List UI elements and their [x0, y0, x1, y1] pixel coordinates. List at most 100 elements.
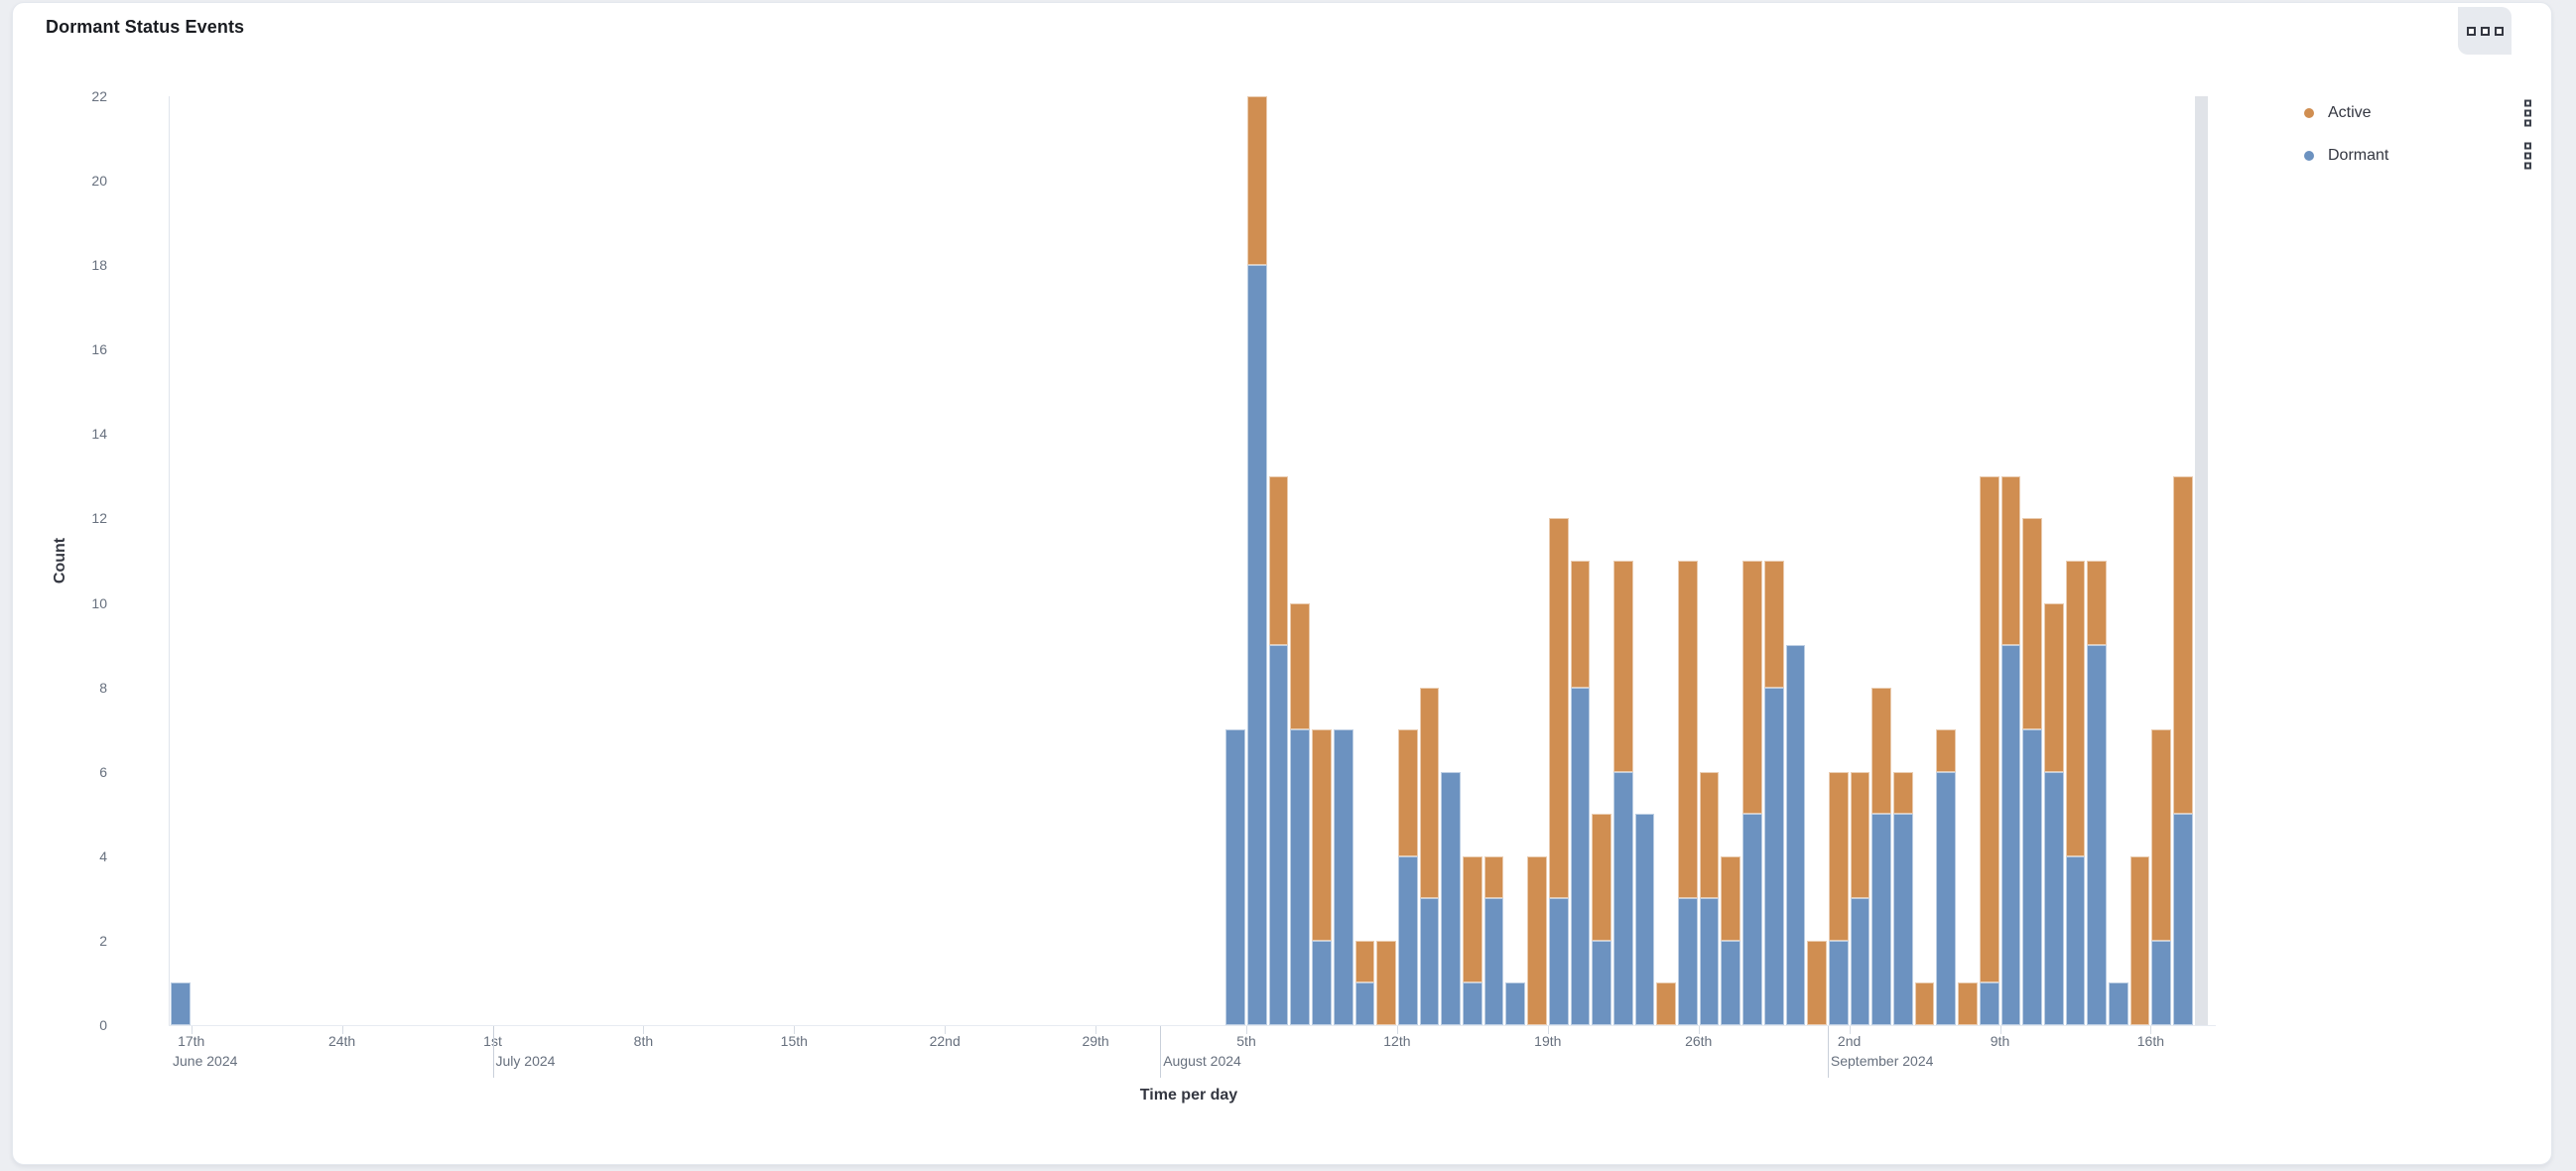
bar-segment-active[interactable]: [1828, 771, 1849, 941]
bar-segment-dormant[interactable]: [1678, 898, 1698, 1025]
x-tick-label: 16th: [2136, 1033, 2165, 1049]
bar-segment-dormant[interactable]: [1828, 940, 1849, 1025]
bar-segment-active[interactable]: [1483, 855, 1504, 899]
bar-segment-active[interactable]: [1979, 475, 1999, 983]
bar-segment-dormant[interactable]: [1548, 898, 1569, 1025]
bar-segment-dormant[interactable]: [1936, 771, 1957, 1025]
bar-segment-active[interactable]: [1612, 560, 1633, 772]
bar-segment-dormant[interactable]: [171, 982, 191, 1025]
legend-item-actions-button[interactable]: [2522, 98, 2533, 129]
bar-segment-dormant[interactable]: [1979, 982, 1999, 1025]
bar-segment-dormant[interactable]: [1268, 645, 1289, 1025]
bar-segment-dormant[interactable]: [2173, 814, 2193, 1025]
bar-segment-dormant[interactable]: [2087, 645, 2108, 1025]
y-tick-label: 12: [91, 510, 107, 527]
y-tick-label: 18: [91, 257, 107, 274]
bar-segment-dormant[interactable]: [1592, 940, 1611, 1025]
bar-segment-active[interactable]: [1247, 95, 1267, 266]
bar-segment-active[interactable]: [1312, 729, 1332, 941]
bar-segment-active[interactable]: [1699, 771, 1720, 899]
bar-segment-dormant[interactable]: [2065, 855, 2086, 1025]
bar-segment-active[interactable]: [1742, 560, 1762, 815]
bar-segment-dormant[interactable]: [1785, 645, 1806, 1025]
legend-item-actions-button[interactable]: [2522, 141, 2533, 172]
bar-segment-active[interactable]: [2065, 560, 2086, 856]
bar-segment-active[interactable]: [1354, 940, 1375, 983]
bar-segment-active[interactable]: [1527, 855, 1547, 1025]
x-tick-mark: [191, 1026, 193, 1034]
bar-segment-active[interactable]: [1548, 518, 1569, 899]
bar-segment-active[interactable]: [1268, 475, 1289, 646]
bar-segment-dormant[interactable]: [1441, 771, 1462, 1025]
month-label: September 2024: [1830, 1053, 1934, 1069]
bar-segment-active[interactable]: [1678, 560, 1698, 899]
bar-segment-dormant[interactable]: [2043, 771, 2064, 1025]
bar-segment-active[interactable]: [2000, 475, 2021, 646]
bar-segment-active[interactable]: [1936, 729, 1957, 772]
bar-segment-dormant[interactable]: [1397, 855, 1418, 1025]
panel-title: Dormant Status Events: [46, 17, 245, 37]
bar-segment-active[interactable]: [1850, 771, 1870, 899]
bar-segment-active[interactable]: [1419, 687, 1440, 899]
bar-segment-dormant[interactable]: [1354, 982, 1375, 1025]
bar-segment-dormant[interactable]: [1333, 729, 1353, 1025]
bar-segment-active[interactable]: [1376, 940, 1396, 1025]
panel-options-button[interactable]: [2458, 7, 2512, 55]
x-tick-mark: [1095, 1026, 1097, 1034]
bar-segment-dormant[interactable]: [2109, 982, 2128, 1025]
legend-color-dot: [2304, 151, 2314, 161]
bar-segment-dormant[interactable]: [2000, 645, 2021, 1025]
chart-plot-area: 0 2 4 6 8 10 12 14 16 18 20 22 17th 24th 1st 8th 15th 22…: [13, 3, 2551, 1164]
bar-segment-active[interactable]: [1763, 560, 1784, 688]
bar-segment-active[interactable]: [2087, 560, 2108, 646]
bar-segment-dormant[interactable]: [1247, 265, 1267, 1025]
bar-segment-dormant[interactable]: [1634, 814, 1655, 1025]
bar-segment-dormant[interactable]: [1419, 898, 1440, 1025]
bar-segment-active[interactable]: [2043, 602, 2064, 772]
legend-item-dormant[interactable]: Dormant: [2295, 141, 2543, 171]
bar-segment-active[interactable]: [2151, 729, 2172, 941]
bar-segment-active[interactable]: [1871, 687, 1892, 815]
bar-segment-active[interactable]: [1807, 940, 1827, 1025]
bar-segment-active[interactable]: [1592, 814, 1611, 941]
x-tick-mark: [1999, 1026, 2001, 1034]
bar-segment-active[interactable]: [1290, 602, 1311, 730]
bar-segment-active[interactable]: [2129, 855, 2150, 1025]
bar-segment-active[interactable]: [2173, 475, 2193, 815]
bar-segment-active[interactable]: [1893, 771, 1913, 815]
bar-segment-dormant[interactable]: [2151, 940, 2172, 1025]
bar-segment-dormant[interactable]: [1483, 898, 1504, 1025]
y-tick-label: 2: [99, 932, 107, 949]
bar-segment-active[interactable]: [1570, 560, 1591, 688]
bar-segment-dormant[interactable]: [1463, 982, 1482, 1025]
y-tick-label: 20: [91, 173, 107, 189]
bar-segment-dormant[interactable]: [1312, 940, 1332, 1025]
x-axis-title: Time per day: [1139, 1087, 1238, 1104]
month-separator-line: [1827, 1026, 1829, 1078]
bar-segment-dormant[interactable]: [2022, 729, 2042, 1025]
bar-segment-dormant[interactable]: [1850, 898, 1870, 1025]
bar-segment-dormant[interactable]: [1699, 898, 1720, 1025]
bar-segment-active[interactable]: [1721, 855, 1741, 941]
bar-segment-active[interactable]: [1656, 982, 1677, 1025]
y-tick-label: 0: [99, 1017, 107, 1033]
x-tick-label: 15th: [780, 1033, 808, 1049]
bar-segment-active[interactable]: [1958, 982, 1978, 1025]
bar-segment-dormant[interactable]: [1893, 814, 1913, 1025]
bar-segment-dormant[interactable]: [1612, 771, 1633, 1025]
bar-segment-active[interactable]: [2022, 518, 2042, 730]
bar-segment-active[interactable]: [1397, 729, 1418, 856]
x-tick-label: 12th: [1383, 1033, 1411, 1049]
legend-item-active[interactable]: Active: [2295, 98, 2543, 128]
x-tick-mark: [1246, 1026, 1247, 1034]
bar-segment-active[interactable]: [1914, 982, 1935, 1025]
bar-segment-dormant[interactable]: [1290, 729, 1311, 1025]
bar-segment-dormant[interactable]: [1225, 729, 1246, 1025]
bar-segment-active[interactable]: [1463, 855, 1482, 983]
bar-segment-dormant[interactable]: [1871, 814, 1892, 1025]
bar-segment-dormant[interactable]: [1763, 687, 1784, 1025]
bar-segment-dormant[interactable]: [1721, 940, 1741, 1025]
bar-segment-dormant[interactable]: [1570, 687, 1591, 1025]
bar-segment-dormant[interactable]: [1742, 814, 1762, 1025]
bar-segment-dormant[interactable]: [1505, 982, 1526, 1025]
